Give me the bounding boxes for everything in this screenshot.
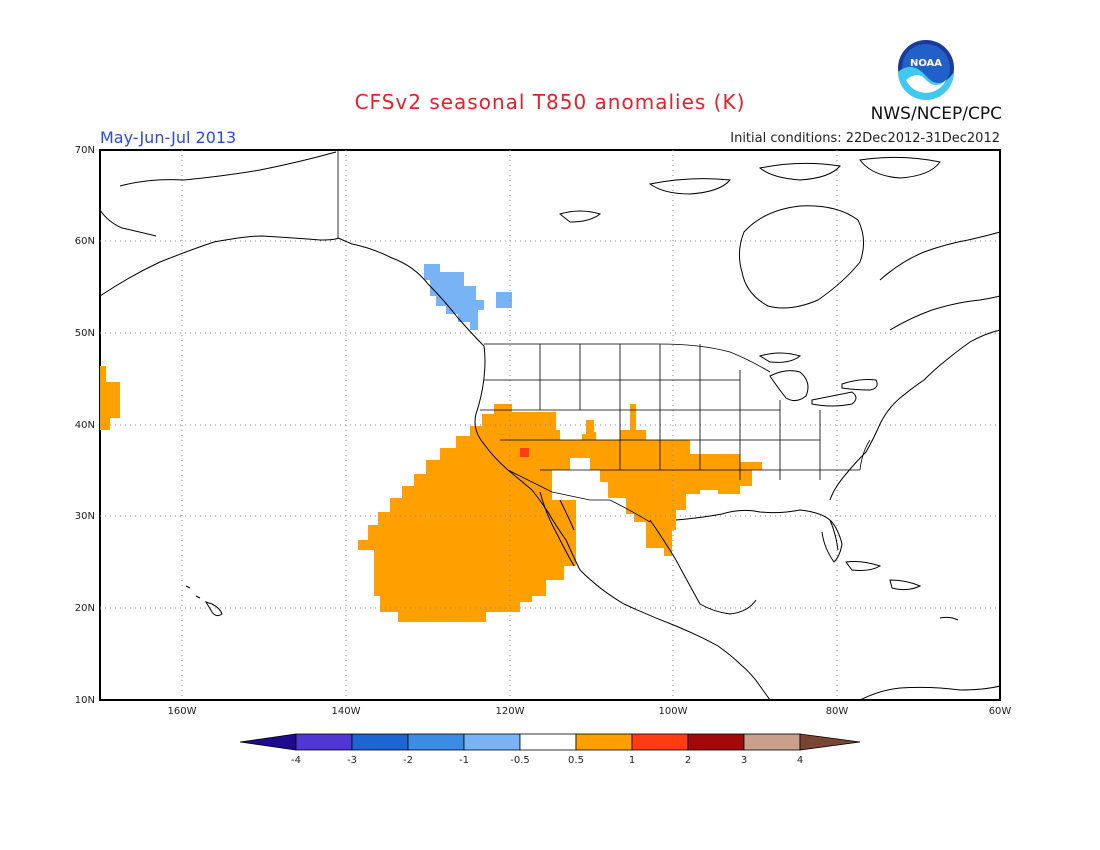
- colorbar-cell-10: [799, 733, 861, 751]
- lon-label-80w: 80W: [826, 706, 849, 717]
- colorbar-cell-6: [575, 733, 633, 751]
- graticule: [100, 150, 1000, 700]
- lon-label-160w: 160W: [168, 706, 197, 717]
- lat-label-40n: 40N: [75, 420, 95, 431]
- colorbar-label-p1: 1: [629, 755, 635, 766]
- lat-label-30n: 30N: [75, 511, 95, 522]
- colorbar-cell-5: [519, 733, 577, 751]
- colorbar-cell-3: [407, 733, 465, 751]
- lon-label-60w: 60W: [989, 706, 1012, 717]
- longitude-labels: 160W 140W 120W 100W 80W 60W: [168, 706, 1012, 717]
- colorbar-label-m1: -1: [459, 755, 469, 766]
- cool-anomaly-region: [424, 264, 484, 330]
- warm-anomaly-edge: [100, 366, 120, 430]
- colorbar-cell-8: [687, 733, 745, 751]
- chart-title: CFSv2 seasonal T850 anomalies (K): [354, 90, 746, 114]
- lat-label-10n: 10N: [75, 695, 95, 706]
- lon-label-100w: 100W: [659, 706, 688, 717]
- initial-conditions-label: Initial conditions: 22Dec2012-31Dec2012: [730, 131, 1000, 146]
- anomaly-shading: [100, 264, 762, 622]
- lat-label-50n: 50N: [75, 328, 95, 339]
- warm-anomaly-region: [358, 404, 762, 622]
- agency-label: NWS/NCEP/CPC: [870, 104, 1002, 124]
- season-label: May-Jun-Jul 2013: [100, 128, 237, 147]
- colorbar-label-m3: -3: [347, 755, 357, 766]
- colorbar-cell-7: [631, 733, 689, 751]
- colorbar-cell-2: [351, 733, 409, 751]
- colorbar-label-p4: 4: [797, 755, 803, 766]
- colorbar: -4 -3 -2 -1 -0.5 0.5 1 2 3 4: [239, 733, 861, 766]
- strong-warm-anomaly: [520, 448, 529, 457]
- colorbar-label-m4: -4: [291, 755, 301, 766]
- colorbar-label-m2: -2: [403, 755, 413, 766]
- lon-label-120w: 120W: [496, 706, 525, 717]
- political-borders: [337, 150, 871, 523]
- colorbar-label-p3: 3: [741, 755, 747, 766]
- lat-label-20n: 20N: [75, 603, 95, 614]
- lon-label-140w: 140W: [332, 706, 361, 717]
- coastlines: [99, 151, 1001, 701]
- colorbar-cell-0: [239, 733, 297, 751]
- lat-label-60n: 60N: [75, 236, 95, 247]
- latitude-labels: 70N 60N 50N 40N 30N 20N 10N: [75, 145, 95, 706]
- lat-label-70n: 70N: [75, 145, 95, 156]
- colorbar-cell-9: [743, 733, 801, 751]
- cool-anomaly-patch: [496, 292, 512, 308]
- colorbar-cell-1: [295, 733, 353, 751]
- colorbar-label-p2: 2: [685, 755, 691, 766]
- colorbar-label-m05: -0.5: [510, 755, 530, 766]
- logo-text: NOAA: [910, 58, 942, 69]
- colorbar-cell-4: [463, 733, 521, 751]
- colorbar-label-p05: 0.5: [568, 755, 584, 766]
- noaa-logo: NOAA: [898, 40, 954, 100]
